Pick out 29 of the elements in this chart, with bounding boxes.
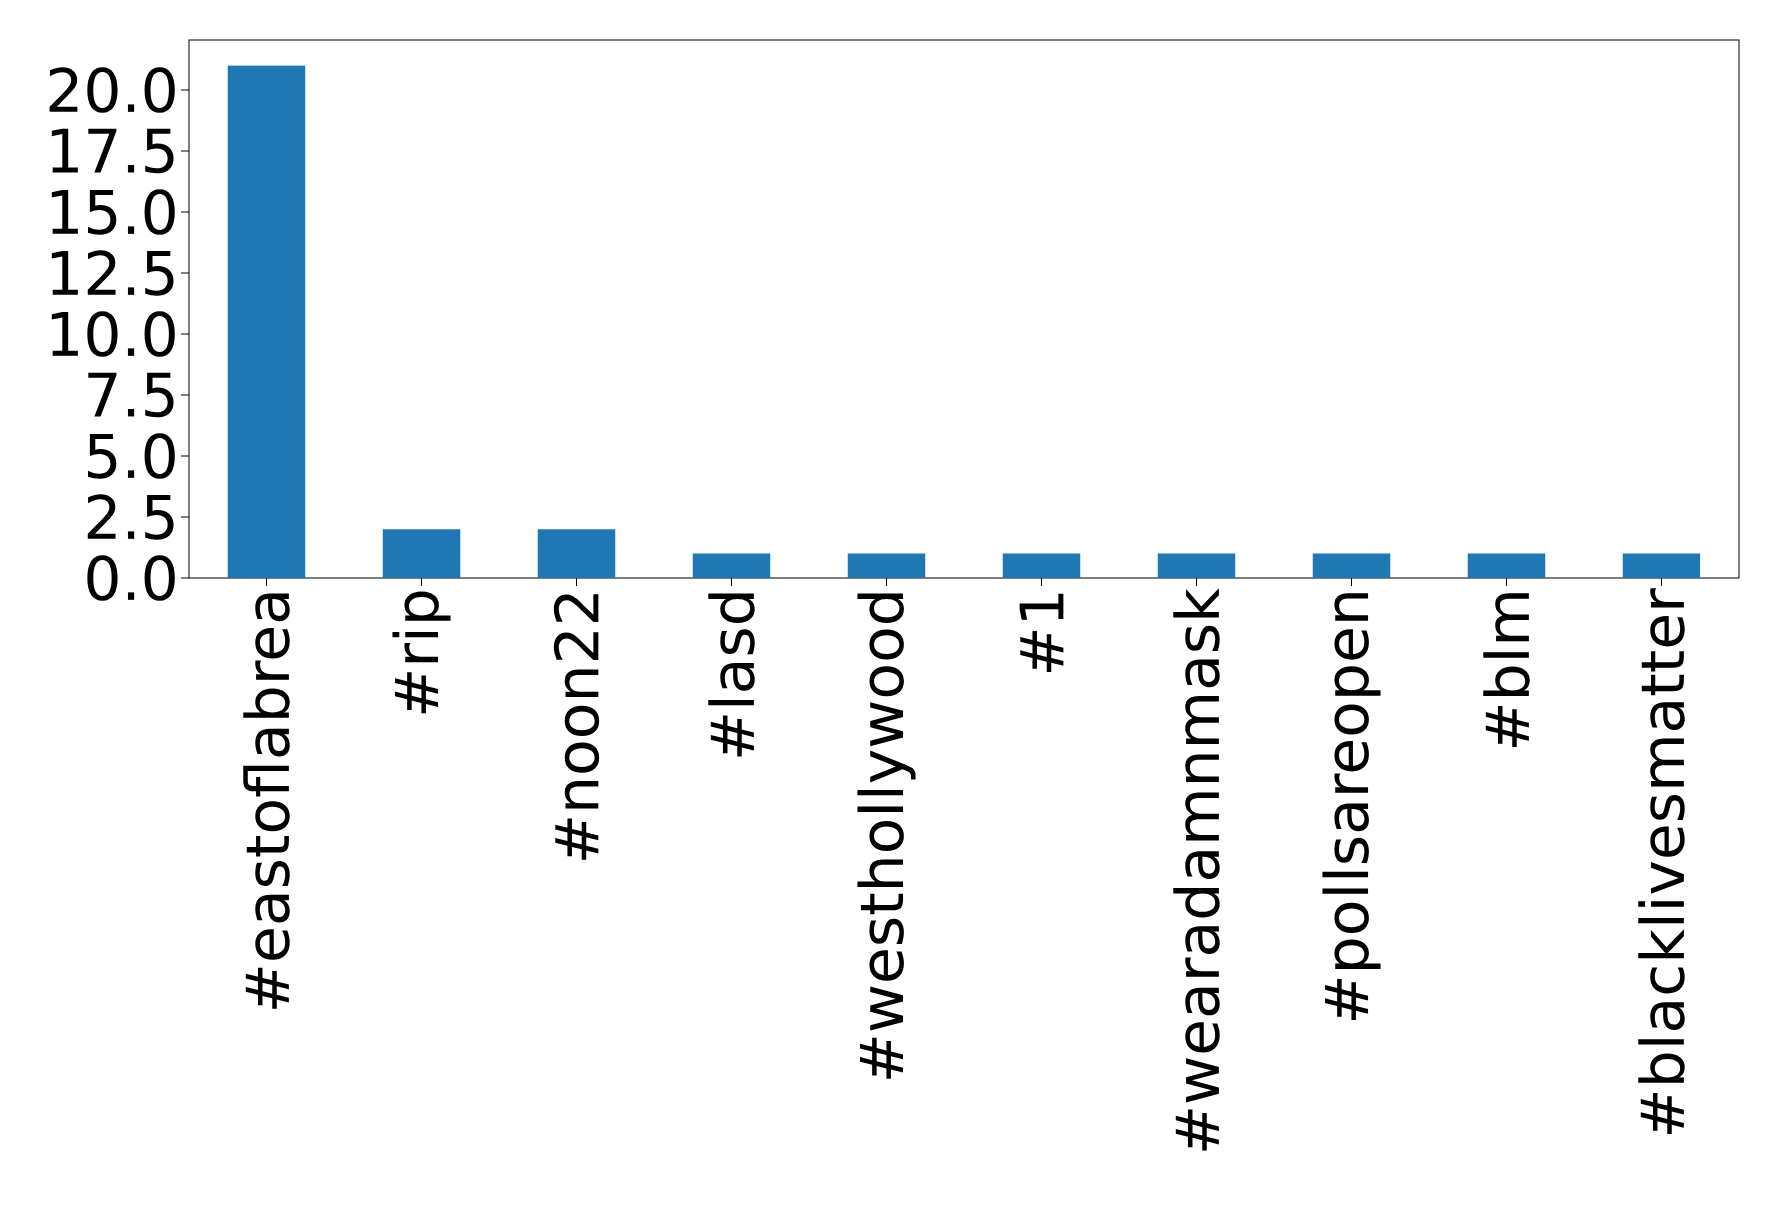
y-tick-label: 20.0 (49, 67, 175, 113)
bar (1312, 553, 1391, 578)
y-tick-label: 2.5 (87, 494, 174, 540)
y-tick-label: 10.0 (51, 311, 175, 357)
bar (1002, 553, 1081, 578)
x-tick-label: #eastoflabrea (243, 593, 290, 1009)
x-tick-label: #wearadamnmask (1173, 588, 1220, 1151)
x-tick-label: #1 (1019, 593, 1064, 673)
y-tick-label: 15.0 (51, 189, 175, 235)
x-tick-label: #noon22 (553, 594, 600, 860)
y-tick-label: 0.0 (87, 555, 175, 601)
y-tick-label: 5.0 (88, 433, 175, 479)
bar (227, 65, 306, 578)
x-tick-label: #blacklivesmatter (1638, 588, 1685, 1134)
x-tick-label: #pollsareopen (1322, 593, 1381, 1020)
bar (382, 529, 461, 578)
bar (1157, 553, 1236, 578)
x-tick-label: #blm (1483, 593, 1530, 748)
y-tick-label: 7.5 (88, 372, 174, 418)
x-tick-label: #westhollywood (857, 593, 916, 1079)
bar (847, 553, 926, 578)
bar (1467, 553, 1546, 578)
bar (692, 553, 771, 578)
x-tick-label: #lasd (708, 593, 755, 757)
bar (1622, 553, 1701, 578)
y-tick-label: 12.5 (51, 250, 174, 296)
bar (537, 529, 616, 578)
y-tick-label: 17.5 (51, 128, 174, 174)
x-tick-label: #rip (392, 591, 451, 714)
